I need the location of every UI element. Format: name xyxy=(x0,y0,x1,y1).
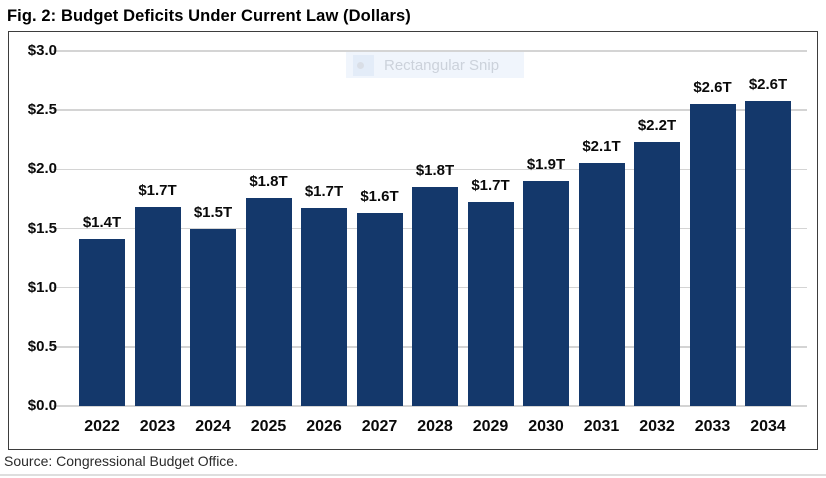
x-axis-tick-label: 2026 xyxy=(306,418,342,435)
source-note: Source: Congressional Budget Office. xyxy=(4,453,238,469)
y-axis-tick-label: $0.5 xyxy=(27,337,57,355)
x-axis-tick-label: 2028 xyxy=(417,418,453,435)
bar xyxy=(689,104,736,406)
y-axis-tick-label: $1.0 xyxy=(27,278,57,296)
gridline xyxy=(53,109,807,111)
bar xyxy=(578,163,625,406)
bar-value-label: $1.8T xyxy=(249,172,288,190)
gridline xyxy=(53,50,807,52)
x-axis-tick-label: 2034 xyxy=(750,418,786,435)
bar-value-label: $1.6T xyxy=(360,188,399,206)
bar xyxy=(301,208,347,406)
x-axis-tick-label: 2023 xyxy=(139,418,176,435)
chart-title: Fig. 2: Budget Deficits Under Current La… xyxy=(7,7,411,25)
x-axis-tick-label: 2030 xyxy=(528,418,564,435)
x-axis-tick-label: 2022 xyxy=(84,418,120,435)
x-axis-tick-label: 2031 xyxy=(583,418,620,435)
x-axis-tick-label: 2025 xyxy=(250,418,287,435)
snip-cursor-icon xyxy=(353,54,374,76)
bar-value-label: $1.4T xyxy=(82,214,122,232)
y-axis-tick-label: $3.0 xyxy=(27,42,57,59)
bar xyxy=(634,142,680,406)
bottom-edge-divider xyxy=(0,474,826,476)
x-axis-tick-label: 2024 xyxy=(195,418,231,435)
rectangular-snip-tooltip: Rectangular Snip xyxy=(346,52,524,78)
bar-value-label: $1.7T xyxy=(304,183,344,201)
bar xyxy=(190,228,236,406)
bar-value-label: $1.7T xyxy=(138,182,177,200)
bar xyxy=(467,202,514,406)
bar-value-label: $2.6T xyxy=(693,79,732,97)
y-axis-tick-label: $1.5 xyxy=(27,219,57,237)
bar-value-label: $1.7T xyxy=(471,177,510,195)
x-axis-tick-label: 2029 xyxy=(472,418,509,435)
bar-value-label: $1.9T xyxy=(526,156,566,174)
bar-value-label: $2.1T xyxy=(582,138,621,156)
y-axis-tick-label: $0.0 xyxy=(27,397,57,414)
bar-value-label: $1.5T xyxy=(193,203,233,221)
x-axis-tick-label: 2032 xyxy=(639,418,675,435)
bar-value-label: $2.6T xyxy=(748,75,788,93)
chart-plot-area: $0.0 $0.5 $1.0 $1.5 $2.0 $2.5 $3.0 $1.4T 2022 $1.… xyxy=(8,31,818,450)
bar xyxy=(356,213,403,406)
bar xyxy=(412,187,458,406)
x-axis-tick-label: 2027 xyxy=(361,418,398,435)
bar xyxy=(745,100,791,406)
bar-value-label: $2.2T xyxy=(637,117,677,135)
bar xyxy=(134,207,181,406)
snip-tooltip-label: Rectangular Snip xyxy=(384,56,500,74)
bar-value-label: $1.8T xyxy=(415,162,455,180)
bar xyxy=(79,239,125,406)
bar xyxy=(523,181,569,406)
x-axis-tick-label: 2033 xyxy=(694,418,731,435)
bar xyxy=(245,197,292,406)
gridline xyxy=(53,168,807,171)
y-axis-tick-label: $2.0 xyxy=(27,160,57,178)
y-axis-tick-label: $2.5 xyxy=(27,101,57,119)
gridline xyxy=(53,405,807,407)
